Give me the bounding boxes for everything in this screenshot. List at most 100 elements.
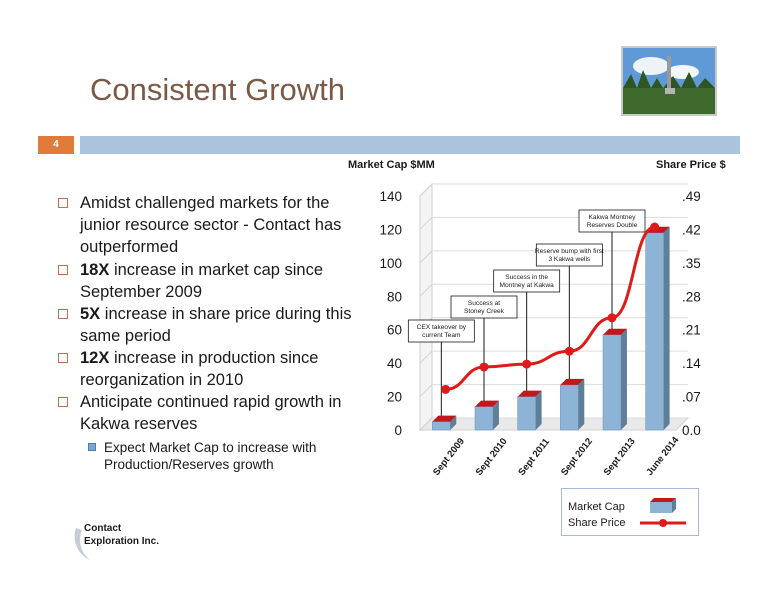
legend-label-share-price: Share Price <box>568 517 626 529</box>
bullet-text: increase in share price during this same… <box>80 305 352 345</box>
x-tick-label: Sept 2009 <box>431 436 467 478</box>
annotation-box <box>535 243 603 267</box>
y-tick-label-right: .21 <box>682 323 701 338</box>
bullet-item: Amidst challenged markets for the junior… <box>56 192 366 258</box>
logo-line2: Exploration Inc. <box>84 536 159 547</box>
bullet-list: Amidst challenged markets for the junior… <box>56 192 366 473</box>
sub-bullet-item: Expect Market Cap to increase with Produ… <box>56 439 366 473</box>
bullet-bold: 12X <box>80 349 110 367</box>
bullet-box-icon <box>58 198 68 208</box>
share-price-marker <box>479 362 489 372</box>
y-tick-label-right: .07 <box>682 390 701 405</box>
share-price-marker <box>564 346 574 356</box>
x-tick-label: Sept 2012 <box>559 436 595 478</box>
x-tick-label: Sept 2010 <box>474 436 510 478</box>
y-tick-label-left: 40 <box>387 356 402 371</box>
x-tick-label: Sept 2013 <box>602 436 638 478</box>
bullet-item: 12X increase in production since reorgan… <box>56 347 366 391</box>
bullet-text: Anticipate continued rapid growth in Kak… <box>80 393 342 433</box>
bar-side <box>663 226 670 430</box>
bullet-box-icon <box>58 309 68 319</box>
bullet-text: Amidst challenged markets for the junior… <box>80 194 342 256</box>
bar-side <box>578 378 585 430</box>
gridline-side <box>419 350 433 364</box>
annotation-text: Success at Stoney Creek <box>464 300 505 315</box>
legend-bar-top <box>650 498 676 502</box>
chart-legend: Market Cap Share Price <box>561 488 699 536</box>
bullet-box-icon <box>58 265 68 275</box>
legend-bar-swatch <box>650 502 672 513</box>
share-price-marker <box>522 359 532 369</box>
gridline-side <box>419 250 433 264</box>
gridline-side <box>419 217 433 230</box>
bar-top <box>560 378 585 385</box>
annotation-text: Reserve bump with first 3 Kakwa wells <box>535 248 604 263</box>
annotation-box <box>578 209 646 233</box>
bar-top <box>603 328 627 335</box>
annotation-box <box>450 295 518 319</box>
bar <box>645 232 664 431</box>
company-logo: Contact Exploration Inc. <box>72 518 212 564</box>
sub-bullet-text: Expect Market Cap to increase with Produ… <box>104 440 317 472</box>
legend-label-market-cap: Market Cap <box>568 501 625 513</box>
bar-top <box>432 415 457 422</box>
y-tick-label-left: 100 <box>379 256 402 271</box>
slide-number: 4 <box>38 136 74 154</box>
gridline-side <box>419 384 433 397</box>
y-tick-label-left: 120 <box>379 222 402 237</box>
bar-top <box>517 390 542 397</box>
bar <box>602 334 622 431</box>
bar <box>560 384 579 431</box>
sub-bullet-square-icon <box>88 443 96 451</box>
bar <box>517 396 536 431</box>
annotation-text: Success in the Montney at Kakwa <box>500 274 555 289</box>
bar-side <box>620 328 627 430</box>
y-tick-label-right: .28 <box>682 289 701 304</box>
bullet-item: 5X increase in share price during this s… <box>56 303 366 347</box>
bullet-bold: 18X <box>80 261 110 279</box>
share-price-marker <box>607 313 617 323</box>
y-tick-label-right: 0.0 <box>682 423 701 438</box>
bullet-item: 18X increase in market cap since Septemb… <box>56 259 366 303</box>
right-axis-title: Share Price $ <box>656 159 726 171</box>
bar-side <box>535 390 542 430</box>
page-title: Consistent Growth <box>90 72 345 107</box>
header-band <box>80 136 740 154</box>
logo-line1: Contact <box>84 523 122 534</box>
gridline-side <box>419 283 433 297</box>
bullet-text: increase in production since reorganizat… <box>80 349 319 389</box>
bar <box>432 421 451 431</box>
x-tick-label: Sept 2011 <box>516 436 552 478</box>
y-tick-label-left: 80 <box>387 289 402 304</box>
bullet-bold: 5X <box>80 305 101 323</box>
share-price-marker <box>650 222 660 232</box>
y-tick-label-left: 140 <box>379 189 402 204</box>
left-axis-title: Market Cap $MM <box>348 159 435 171</box>
legend-bar-side <box>672 498 676 513</box>
bar-side <box>450 415 457 430</box>
y-tick-label-left: 20 <box>387 390 402 405</box>
bullet-text: increase in market cap since September 2… <box>80 261 324 301</box>
y-tick-label-right: .35 <box>682 256 701 271</box>
bar <box>474 406 494 431</box>
x-tick-label: June 2014 <box>644 434 681 478</box>
y-tick-label-right: .49 <box>682 189 701 204</box>
bullet-box-icon <box>58 353 68 363</box>
bar-top <box>475 400 499 407</box>
y-tick-label-right: .42 <box>682 222 701 237</box>
legend-line-marker <box>659 519 667 527</box>
annotation-text: CEX takeover by current Team <box>417 324 467 339</box>
y-tick-label-left: 60 <box>387 323 402 338</box>
gridline-side <box>419 417 433 431</box>
bar-side <box>492 400 499 430</box>
bullet-item: Anticipate continued rapid growth in Kak… <box>56 391 366 435</box>
header-photo <box>621 46 717 116</box>
share-price-marker <box>441 384 451 394</box>
annotation-text: Kakwa Montney Reserves Double <box>587 214 638 229</box>
annotation-box <box>407 319 475 343</box>
chart-side-wall <box>419 182 433 432</box>
gridline-side <box>419 183 433 197</box>
annotation-box <box>493 269 561 293</box>
y-tick-label-left: 0 <box>394 423 402 438</box>
